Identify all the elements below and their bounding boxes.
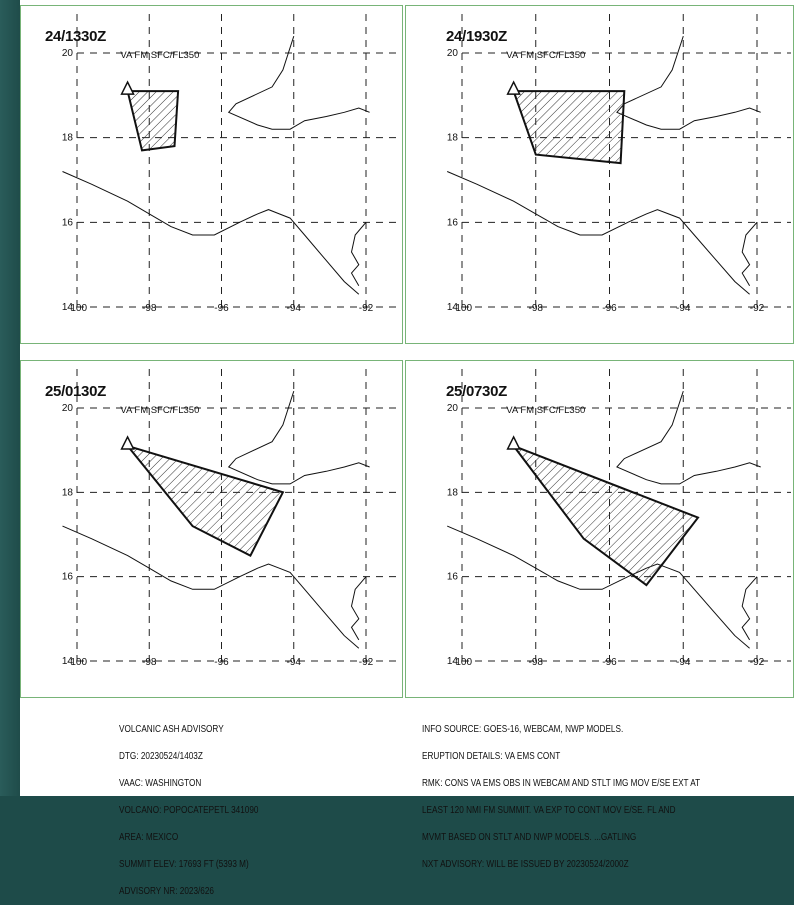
panel-3-time: 25/0130Z xyxy=(45,383,106,400)
ash-map-1: 20 18 16 14-100 -98 -96 -94 -92 VA FM SFC/FL350 xyxy=(62,14,400,314)
advisory-line: SUMMIT ELEV: 17693 FT (5393 M) xyxy=(119,859,249,870)
flight-level-label: VA FM SFC/FL350 xyxy=(120,405,199,416)
x-tick-label: -96 xyxy=(214,657,229,668)
advisory-line: DTG: 20230524/1403Z xyxy=(119,751,203,762)
x-tick-label: -92 xyxy=(359,303,374,314)
advisory-line: VAAC: WASHINGTON xyxy=(119,778,202,789)
volcano-triangle-icon xyxy=(506,80,521,95)
ash-map-2: 20 18 16 14-100 -98 -96 -94 -92 VA FM SFC/FL350 xyxy=(447,14,791,314)
y-tick-label: 16 xyxy=(62,572,74,583)
flight-level-label: VA FM SFC/FL350 xyxy=(506,405,585,416)
advisory-line: VOLCANIC ASH ADVISORY xyxy=(119,724,224,735)
remarks-line: RMK: CONS VA EMS OBS IN WEBCAM AND STLT … xyxy=(422,778,701,789)
border-line xyxy=(350,221,367,287)
ash-cloud-polygon xyxy=(510,443,700,587)
border-line xyxy=(350,576,367,641)
y-tick-label: 18 xyxy=(447,133,459,144)
x-tick-label: -96 xyxy=(214,303,229,314)
advisory-line: VOLCANO: POPOCATEPETL 341090 xyxy=(119,805,259,816)
panel-2-time: 24/1930Z xyxy=(446,28,507,45)
coastline xyxy=(227,390,370,485)
remarks-line: NXT ADVISORY: WILL BE ISSUED BY 20230524… xyxy=(422,859,629,870)
y-tick-label: 16 xyxy=(62,217,74,228)
y-tick-label: 18 xyxy=(62,133,74,144)
x-tick-label: -100 xyxy=(452,303,472,314)
y-tick-label: 14 xyxy=(62,302,74,313)
y-tick-label: 14 xyxy=(447,302,459,313)
x-tick-label: -94 xyxy=(287,303,302,314)
y-tick-label: 20 xyxy=(62,403,74,414)
y-tick-label: 18 xyxy=(447,487,459,498)
ash-cloud-polygon xyxy=(512,90,626,165)
panel-1-time: 24/1330Z xyxy=(45,28,106,45)
x-tick-label: -92 xyxy=(359,657,374,668)
volcano-triangle-icon xyxy=(120,435,135,450)
coastline xyxy=(62,525,360,649)
remarks-line: MVMT BASED ON STLT AND NWP MODELS. ...GA… xyxy=(422,832,637,843)
y-tick-label: 20 xyxy=(447,48,459,59)
x-tick-label: -96 xyxy=(602,657,617,668)
x-tick-label: -92 xyxy=(750,303,765,314)
x-tick-label: -96 xyxy=(602,303,617,314)
map-panel-3: 20 18 16 14 -100 -98 -96 -94 -92 VA FM SFC/FL350 … xyxy=(20,360,403,698)
map-panel-2: 20 18 16 14 -100 -98 -96 -94 -92 VA FM SFC/FL350 … xyxy=(405,5,794,344)
x-tick-label: -92 xyxy=(750,657,765,668)
volcano-triangle-icon xyxy=(506,435,521,450)
x-tick-label: -94 xyxy=(287,657,302,668)
advisory-summary: VOLCANIC ASH ADVISORY DTG: 20230524/1403… xyxy=(119,707,258,905)
coastline xyxy=(616,390,761,485)
y-tick-label: 16 xyxy=(447,217,459,228)
panel-4-time: 25/0730Z xyxy=(446,383,507,400)
x-tick-label: -100 xyxy=(452,657,472,668)
border-line xyxy=(741,221,758,287)
flight-level-label: VA FM SFC/FL350 xyxy=(120,50,199,61)
map-panel-1: 20 18 16 14 -100 -98 -96 -94 -92 VA FM SFC/FL350 … xyxy=(20,5,403,344)
x-tick-label: -98 xyxy=(529,303,544,314)
y-tick-label: 20 xyxy=(447,403,459,414)
advisory-remarks: INFO SOURCE: GOES-16, WEBCAM, NWP MODELS… xyxy=(422,707,700,878)
remarks-line: INFO SOURCE: GOES-16, WEBCAM, NWP MODELS… xyxy=(422,724,624,735)
x-tick-label: -94 xyxy=(676,657,691,668)
coastline xyxy=(616,35,761,130)
ash-map-3: 20 18 16 14-100 -98 -96 -94 -92 VA FM SFC/FL350 xyxy=(62,369,400,668)
volcano-triangle-icon xyxy=(120,80,135,95)
x-tick-label: -98 xyxy=(529,657,544,668)
y-tick-label: 14 xyxy=(62,656,74,667)
ash-cloud-polygon xyxy=(126,90,180,152)
y-tick-label: 14 xyxy=(447,656,459,667)
y-tick-label: 16 xyxy=(447,572,459,583)
coastline xyxy=(62,171,360,295)
ash-map-4: 20 18 16 14-100 -98 -96 -94 -92 VA FM SFC/FL350 xyxy=(447,369,791,668)
advisory-line: AREA: MEXICO xyxy=(119,832,179,843)
x-tick-label: -98 xyxy=(142,657,157,668)
y-tick-label: 18 xyxy=(62,487,74,498)
map-panel-4: 20 18 16 14 -100 -98 -96 -94 -92 VA FM SFC/FL350 … xyxy=(405,360,794,698)
coastline xyxy=(227,35,370,130)
x-tick-label: -100 xyxy=(67,303,87,314)
advisory-line: ADVISORY NR: 2023/626 xyxy=(119,886,214,897)
y-tick-label: 20 xyxy=(62,48,74,59)
border-line xyxy=(741,576,758,641)
remarks-line: LEAST 120 NMI FM SUMMIT. VA EXP TO CONT … xyxy=(422,805,676,816)
flight-level-label: VA FM SFC/FL350 xyxy=(506,50,585,61)
x-tick-label: -98 xyxy=(142,303,157,314)
x-tick-label: -94 xyxy=(676,303,691,314)
remarks-line: ERUPTION DETAILS: VA EMS CONT xyxy=(422,751,561,762)
coastline xyxy=(447,171,750,295)
x-tick-label: -100 xyxy=(67,657,87,668)
ash-cloud-polygon xyxy=(124,444,285,557)
